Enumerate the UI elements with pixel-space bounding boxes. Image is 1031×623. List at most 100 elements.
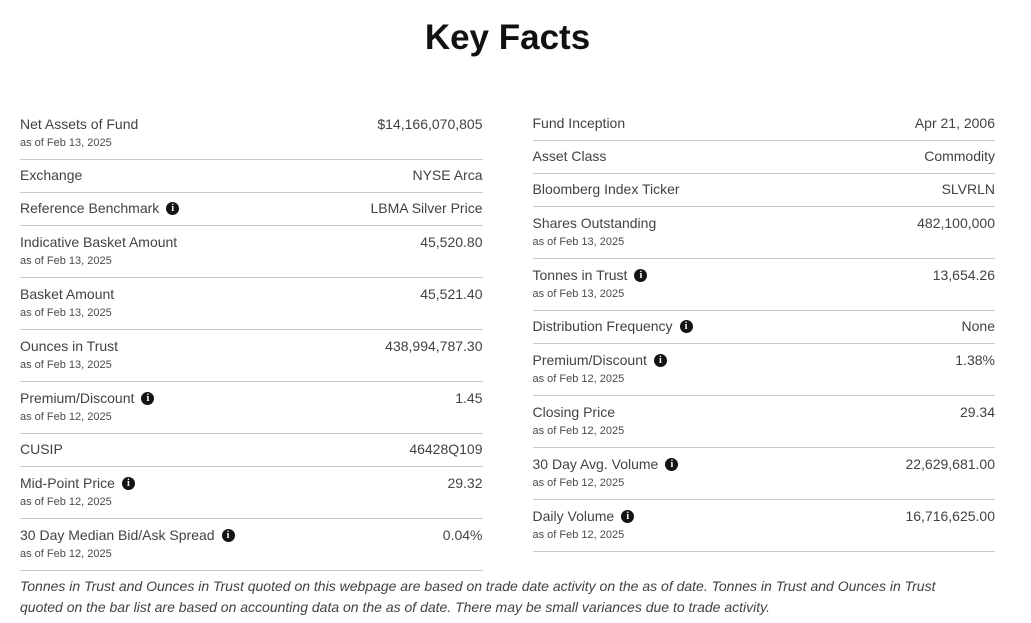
fact-label-wrap: 30 Day Median Bid/Ask Spread i as of Feb 1… [20,527,235,561]
fact-label: Exchange [20,167,83,183]
fact-label-wrap: Indicative Basket Amount as of Feb 13, 20… [20,234,177,268]
fact-label: Mid-Point Price [20,475,115,491]
fact-label-line: Distribution Frequency i [533,318,693,335]
fact-value: SLVRLN [941,181,995,197]
fact-row: Basket Amount as of Feb 13, 2025 45,521.40 [20,278,483,330]
info-icon[interactable]: i [665,458,679,471]
fact-label-wrap: 30 Day Avg. Volume i as of Feb 12, 2025 [533,456,679,490]
fact-label-wrap: Mid-Point Price i as of Feb 12, 2025 [20,475,135,509]
fact-label-line: Reference Benchmark i [20,200,180,217]
fact-label-line: Net Assets of Fund [20,116,138,133]
fact-label: Indicative Basket Amount [20,234,178,250]
fact-row: Net Assets of Fund as of Feb 13, 2025 $14,… [20,108,483,160]
fact-row: Premium/Discount i as of Feb 12, 2025 1.38% [532,344,995,396]
fact-row: Distribution Frequency i None [532,311,995,344]
fact-label-line: 30 Day Median Bid/Ask Spread i [20,527,235,544]
fact-asof: as of Feb 12, 2025 [532,425,625,437]
fact-label-wrap: Daily Volume i as of Feb 12, 2025 [533,508,635,542]
info-icon[interactable]: i [221,529,235,542]
fact-asof: as of Feb 12, 2025 [532,477,625,489]
info-icon[interactable]: i [121,477,135,490]
fact-label: Tonnes in Trust [532,267,628,283]
fact-label: Fund Inception [532,115,626,131]
footnote: Tonnes in Trust and Ounces in Trust quot… [20,578,936,615]
fact-label-wrap: Shares Outstanding as of Feb 13, 2025 [533,215,657,249]
fact-value: 482,100,000 [917,215,995,231]
fact-label: Distribution Frequency [532,318,673,334]
key-facts-columns: Net Assets of Fund as of Feb 13, 2025 $14,… [20,108,995,571]
fact-asof: as of Feb 13, 2025 [20,137,112,149]
info-icon[interactable]: i [166,202,180,215]
key-facts-column-left: Net Assets of Fund as of Feb 13, 2025 $14,… [20,108,483,571]
fact-row: 30 Day Median Bid/Ask Spread i as of Feb 1… [20,519,483,571]
fact-value: 1.38% [955,352,995,368]
fact-label-wrap: Premium/Discount i as of Feb 12, 2025 [20,390,155,424]
fact-label: Premium/Discount [20,390,135,406]
page-title: Key Facts [424,18,591,57]
fact-row: Shares Outstanding as of Feb 13, 2025 482,… [532,207,995,259]
fact-label-wrap: Reference Benchmark i [20,200,180,217]
fact-label-line: Daily Volume i [533,508,635,525]
fact-row: 30 Day Avg. Volume i as of Feb 12, 2025 22,… [532,448,995,500]
info-icon[interactable]: i [679,320,693,333]
fact-value: 438,994,787.30 [385,338,483,354]
fact-value: NYSE Arca [412,167,483,183]
fact-row: Ounces in Trust as of Feb 13, 2025 438,994… [20,330,483,382]
fact-row: Closing Price as of Feb 12, 2025 29.34 [532,396,995,448]
fact-label: CUSIP [20,441,63,457]
fact-label-line: Premium/Discount i [533,352,667,369]
key-facts-column-right: Fund Inception Apr 21, 2006 Asset Class Com… [532,108,995,552]
fact-label-line: Shares Outstanding [533,215,657,232]
fact-asof: as of Feb 13, 2025 [532,288,625,300]
fact-label: Premium/Discount [532,352,647,368]
fact-label-wrap: Ounces in Trust as of Feb 13, 2025 [20,338,118,372]
fact-asof: as of Feb 13, 2025 [20,359,112,371]
fact-label-wrap: Closing Price as of Feb 12, 2025 [533,404,625,438]
fact-label-wrap: Fund Inception [533,115,626,132]
fact-value: 45,520.80 [420,234,483,250]
fact-value: 29.32 [447,475,483,491]
fact-label-line: Asset Class [533,148,607,165]
fact-label-line: CUSIP [20,441,63,458]
fact-label-line: Basket Amount [20,286,114,303]
info-icon[interactable]: i [621,510,635,523]
fact-label: Net Assets of Fund [20,116,139,132]
fact-row: Fund Inception Apr 21, 2006 [532,108,995,141]
fact-label-line: Tonnes in Trust i [533,267,648,284]
info-icon[interactable]: i [634,269,648,282]
fact-value: $14,166,070,805 [377,116,483,132]
info-icon[interactable]: i [653,354,667,367]
fact-label-wrap: Bloomberg Index Ticker [533,181,680,198]
fact-label-line: Bloomberg Index Ticker [533,181,680,198]
fact-value: 13,654.26 [932,267,995,283]
fact-value: Commodity [924,148,995,164]
fact-row: Exchange NYSE Arca [20,160,483,193]
fact-label: Shares Outstanding [532,215,657,231]
fact-value: 0.04% [442,527,483,543]
fact-label-wrap: Tonnes in Trust i as of Feb 13, 2025 [533,267,648,301]
fact-asof: as of Feb 12, 2025 [532,529,625,541]
fact-row: Indicative Basket Amount as of Feb 13, 20… [20,226,483,278]
fact-asof: as of Feb 12, 2025 [20,548,112,560]
fact-row: Mid-Point Price i as of Feb 12, 2025 29.32 [20,467,483,519]
fact-label: Daily Volume [532,508,615,524]
fact-value: 22,629,681.00 [905,456,995,472]
fact-row: Bloomberg Index Ticker SLVRLN [532,174,995,207]
fact-label-line: Closing Price [533,404,625,421]
fact-label-wrap: Distribution Frequency i [533,318,693,335]
fact-value: 46428Q109 [409,441,483,457]
fact-label: Ounces in Trust [20,338,119,354]
fact-asof: as of Feb 12, 2025 [532,373,625,385]
fact-value: 29.34 [959,404,995,420]
fact-label-wrap: CUSIP [20,441,63,458]
fact-asof: as of Feb 13, 2025 [20,255,112,267]
fact-row: Tonnes in Trust i as of Feb 13, 2025 13,654… [532,259,995,311]
fact-label-line: Exchange [20,167,82,184]
fact-asof: as of Feb 12, 2025 [20,496,112,508]
fact-label: Asset Class [532,148,607,164]
info-icon[interactable]: i [141,392,155,405]
fact-value: 1.45 [455,390,483,406]
fact-label-wrap: Basket Amount as of Feb 13, 2025 [20,286,114,320]
fact-label: 30 Day Avg. Volume [532,456,659,472]
fact-asof: as of Feb 13, 2025 [532,236,625,248]
